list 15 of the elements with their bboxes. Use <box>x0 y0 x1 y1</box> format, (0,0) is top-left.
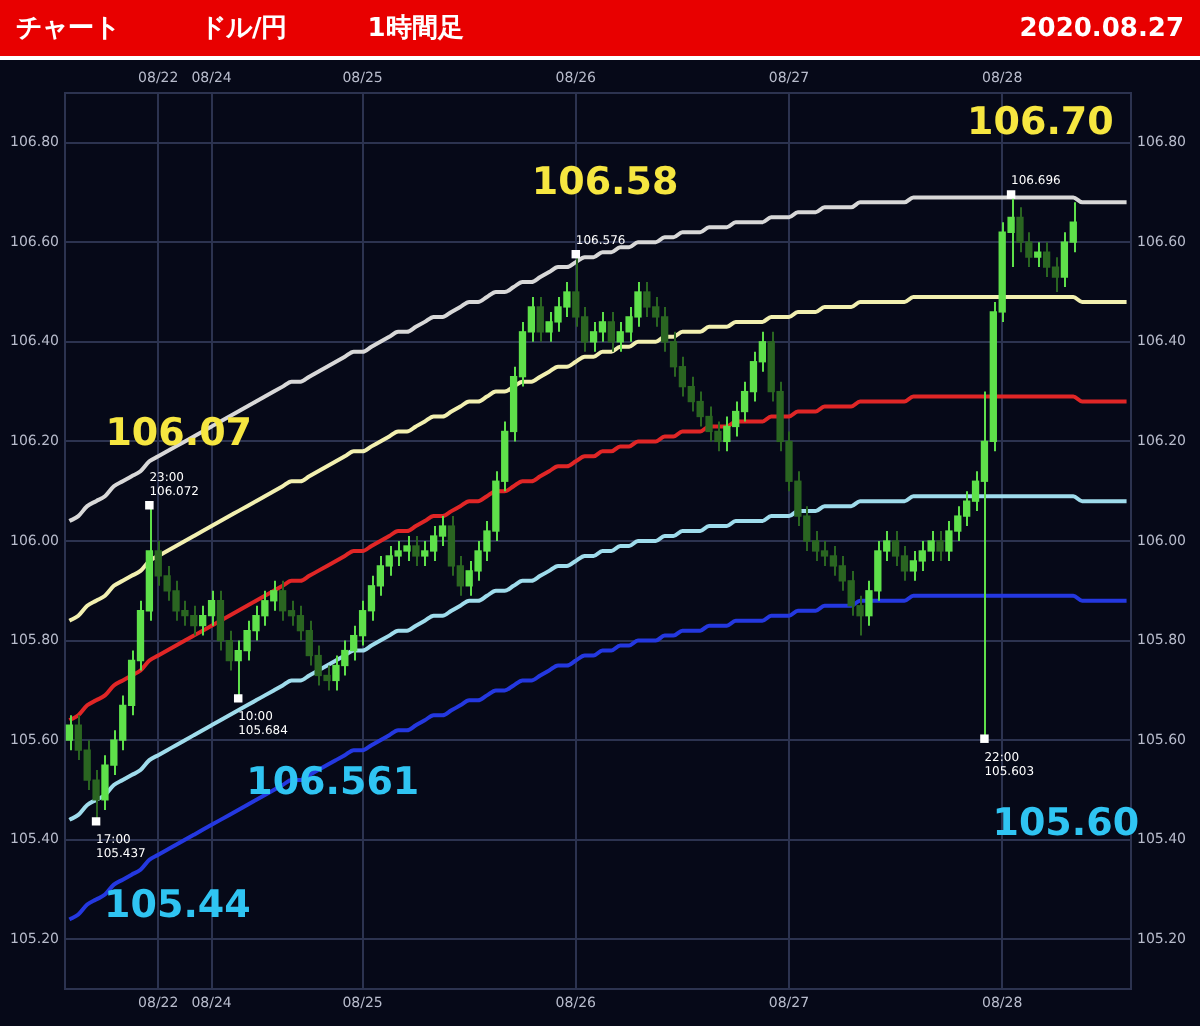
point <box>1006 190 1016 199</box>
annotation: 105.60 <box>992 800 1140 845</box>
text: 2020.08.27 <box>1019 13 1184 43</box>
point <box>980 734 989 743</box>
point <box>91 817 101 826</box>
text: 1時間足 <box>367 12 464 46</box>
point <box>233 694 243 703</box>
chart-subtitle: ドル/円 <box>200 12 288 46</box>
chart-title: チャート <box>16 12 120 46</box>
annotation: 106.58 <box>531 160 679 205</box>
point <box>145 500 154 510</box>
line-series <box>67 394 1129 723</box>
annotation: 106.70 <box>967 100 1114 145</box>
line-series <box>67 294 1129 623</box>
annotation: 105.44 <box>104 883 251 928</box>
